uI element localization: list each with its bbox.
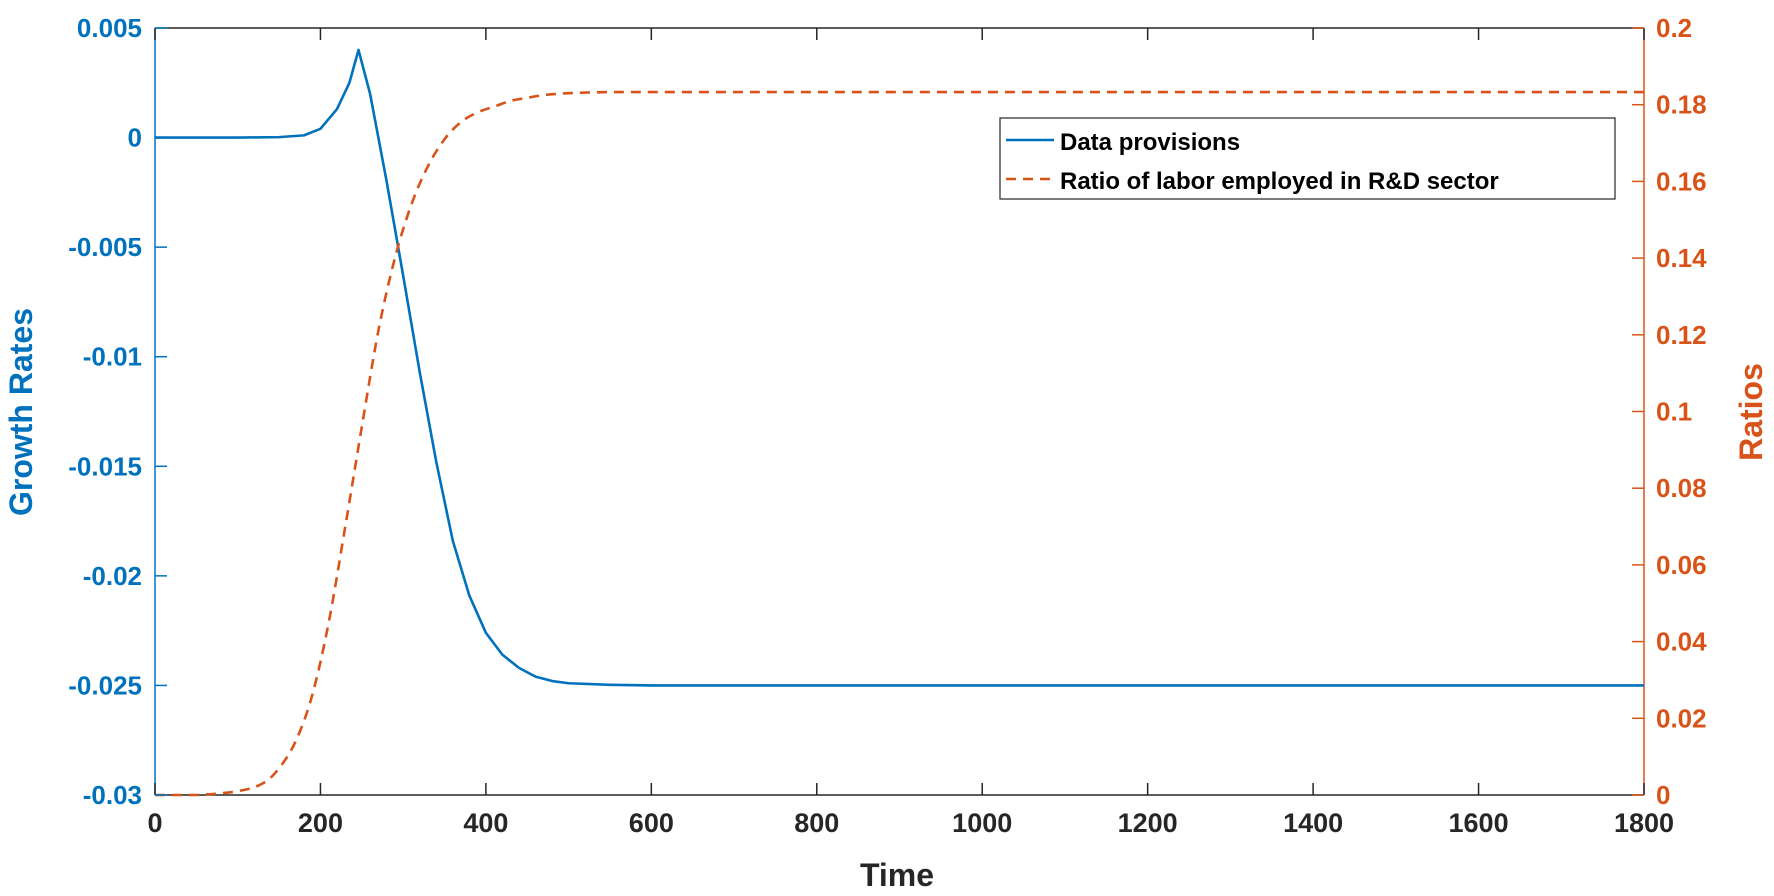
ticks-layer: 0 200 400 600 800 1000 1200 1400 1600 18000.0050-… [68, 13, 1707, 838]
right-y-tick-label: 0.12 [1656, 320, 1707, 350]
x-axis-title: Time [860, 857, 934, 893]
left-y-tick-label: -0.025 [68, 670, 142, 700]
legend-label-data-provisions: Data provisions [1060, 129, 1240, 156]
series-line-data-provisions [155, 48, 1644, 687]
series-layer [155, 48, 1644, 797]
right-y-axis-title: Ratios [1733, 363, 1769, 461]
left-y-tick-label: 0 [128, 123, 142, 153]
x-tick-label: 0 [147, 808, 162, 838]
x-tick-label: 1600 [1449, 808, 1509, 838]
x-tick-label: 1200 [1118, 808, 1178, 838]
left-y-tick-label: -0.015 [68, 451, 142, 481]
legend-label-rd-labor-ratio: Ratio of labor employed in R&D sector [1060, 168, 1499, 195]
right-y-tick-label: 0.1 [1656, 397, 1692, 427]
x-tick-label: 200 [298, 808, 343, 838]
left-y-tick-label: -0.02 [83, 561, 142, 591]
left-y-tick-label: -0.005 [68, 232, 142, 262]
right-y-tick-label: 0.14 [1656, 243, 1707, 273]
right-y-tick-label: 0.16 [1656, 166, 1707, 196]
left-y-tick-label: -0.01 [83, 342, 142, 372]
right-y-tick-label: 0.08 [1656, 473, 1707, 503]
right-y-tick-label: 0.06 [1656, 550, 1707, 580]
left-y-tick-label: -0.03 [83, 780, 142, 810]
x-tick-label: 400 [463, 808, 508, 838]
x-tick-label: 1400 [1283, 808, 1343, 838]
left-y-tick-label: 0.005 [77, 13, 142, 43]
right-y-tick-label: 0.18 [1656, 90, 1707, 120]
right-y-tick-label: 0 [1656, 780, 1670, 810]
right-y-tick-label: 0.2 [1656, 13, 1692, 43]
right-y-tick-label: 0.02 [1656, 703, 1707, 733]
series-line-rd-labor-ratio [155, 90, 1644, 797]
right-y-tick-label: 0.04 [1656, 627, 1707, 657]
x-tick-label: 1800 [1614, 808, 1674, 838]
legend-box [999, 117, 1616, 200]
legend: Data provisions Ratio of labor employed … [999, 117, 1616, 200]
x-tick-label: 600 [629, 808, 674, 838]
x-tick-label: 1000 [952, 808, 1012, 838]
left-y-axis-title: Growth Rates [3, 308, 39, 516]
x-tick-label: 800 [794, 808, 839, 838]
